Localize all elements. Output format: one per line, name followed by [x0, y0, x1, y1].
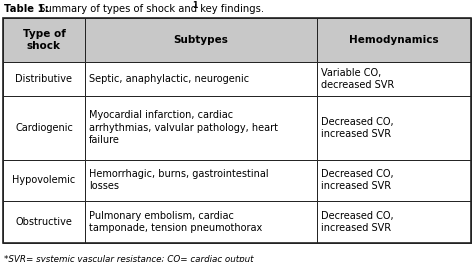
Text: Decreased CO,
increased SVR: Decreased CO, increased SVR: [320, 117, 393, 139]
Text: Distributive: Distributive: [16, 74, 73, 84]
Text: Table 1:: Table 1:: [4, 4, 49, 14]
Text: Variable CO,
decreased SVR: Variable CO, decreased SVR: [320, 68, 394, 90]
Text: Decreased CO,
increased SVR: Decreased CO, increased SVR: [320, 211, 393, 233]
Text: Subtypes: Subtypes: [173, 35, 228, 45]
Bar: [317, 96, 471, 160]
Bar: [3, 96, 85, 160]
Text: Hemodynamics: Hemodynamics: [349, 35, 438, 45]
Text: Pulmonary embolism, cardiac
tamponade, tension pneumothorax: Pulmonary embolism, cardiac tamponade, t…: [89, 211, 262, 233]
Bar: [317, 62, 471, 96]
Bar: [3, 18, 85, 62]
Bar: [85, 160, 317, 201]
Bar: [85, 62, 317, 96]
Text: Obstructive: Obstructive: [16, 217, 73, 227]
Text: 1: 1: [192, 2, 198, 10]
Bar: [3, 18, 471, 243]
Bar: [3, 201, 85, 243]
Text: Hypovolemic: Hypovolemic: [12, 175, 75, 185]
Text: Type of
shock: Type of shock: [22, 29, 65, 51]
Bar: [317, 18, 471, 62]
Text: Summary of types of shock and key findings.: Summary of types of shock and key findin…: [36, 4, 264, 14]
Bar: [85, 96, 317, 160]
Bar: [3, 160, 85, 201]
Text: Septic, anaphylactic, neurogenic: Septic, anaphylactic, neurogenic: [89, 74, 249, 84]
Text: Myocardial infarction, cardiac
arrhythmias, valvular pathology, heart
failure: Myocardial infarction, cardiac arrhythmi…: [89, 111, 278, 145]
Text: Hemorrhagic, burns, gastrointestinal
losses: Hemorrhagic, burns, gastrointestinal los…: [89, 169, 269, 191]
Text: Cardiogenic: Cardiogenic: [15, 123, 73, 133]
Bar: [85, 18, 317, 62]
Text: *SVR= systemic vascular resistance; CO= cardiac output: *SVR= systemic vascular resistance; CO= …: [4, 255, 254, 262]
Bar: [3, 62, 85, 96]
Text: Decreased CO,
increased SVR: Decreased CO, increased SVR: [320, 169, 393, 191]
Bar: [85, 201, 317, 243]
Bar: [317, 160, 471, 201]
Bar: [317, 201, 471, 243]
